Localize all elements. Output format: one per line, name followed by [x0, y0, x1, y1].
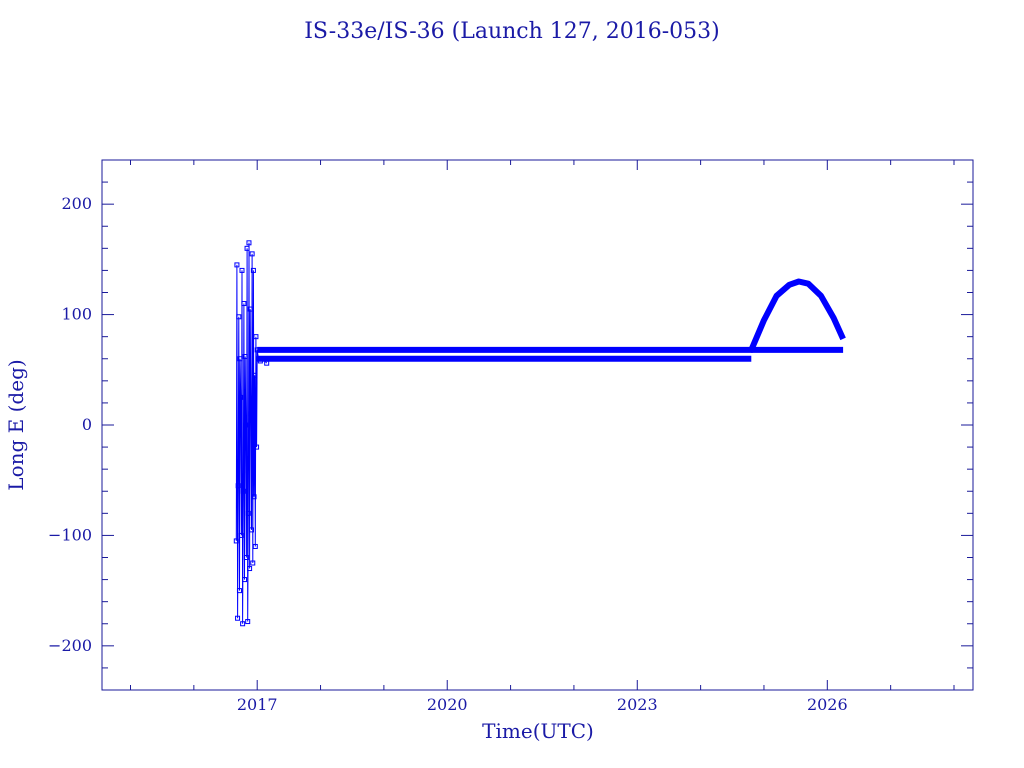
- early-drift-point: [235, 615, 241, 621]
- x-tick-label: 2023: [617, 695, 658, 714]
- early-drift-point: [244, 245, 250, 251]
- early-drift-point: [248, 411, 254, 417]
- early-drift-point: [243, 422, 249, 428]
- early-drift-point: [237, 356, 243, 362]
- early-drift-point: [249, 251, 255, 257]
- x-tick-label: 2026: [807, 695, 848, 714]
- early-drift-point: [241, 301, 247, 307]
- early-drift-point: [240, 488, 246, 494]
- early-drift-point: [234, 262, 240, 268]
- early-drift-point: [239, 267, 245, 273]
- y-tick-label: 100: [61, 305, 92, 324]
- plot-frame: [101, 159, 974, 691]
- early-drift-point: [243, 555, 249, 560]
- plot-series: [233, 240, 846, 627]
- early-drift-point: [245, 510, 251, 516]
- early-drift-point: [242, 354, 248, 360]
- x-tick-label: 2020: [427, 695, 468, 714]
- chart-title: IS-33e/IS-36 (Launch 127, 2016-053): [304, 19, 720, 44]
- early-drift-point: [238, 394, 244, 400]
- x-axis-label: Time(UTC): [482, 719, 594, 743]
- early-drift-point: [235, 483, 241, 489]
- y-tick-label: −100: [48, 525, 92, 544]
- early-drift-point: [252, 543, 258, 549]
- y-tick-label: 200: [61, 194, 92, 213]
- early-drift-point: [248, 527, 254, 533]
- early-drift-point: [252, 372, 258, 378]
- early-drift-point: [245, 619, 251, 625]
- early-drift-point: [253, 334, 259, 340]
- y-tick-label: −200: [48, 636, 92, 655]
- early-drift-point: [233, 538, 239, 544]
- y-axis-label: Long E (deg): [4, 359, 28, 490]
- early-drift-point: [236, 314, 242, 320]
- early-drift-point: [240, 621, 246, 627]
- early-drift-point: [247, 306, 253, 312]
- early-drift-point: [238, 532, 244, 538]
- early-drift-point: [254, 444, 260, 450]
- early-drift-point: [242, 577, 248, 583]
- tick-labels: 2017 2020 2023 2026 200 100 0 −100 −200: [48, 194, 848, 714]
- early-drift-point: [250, 560, 256, 566]
- x-tick-label: 2017: [237, 695, 278, 714]
- early-drift-point: [247, 566, 253, 572]
- axis-ticks: [102, 159, 973, 691]
- early-drift-point: [236, 588, 242, 594]
- upper-station-and-drift-line: [257, 278, 846, 353]
- early-drift-point: [251, 494, 257, 500]
- y-tick-label: 0: [82, 415, 92, 434]
- early-drift-point: [246, 240, 252, 246]
- early-drift-point: [250, 267, 256, 273]
